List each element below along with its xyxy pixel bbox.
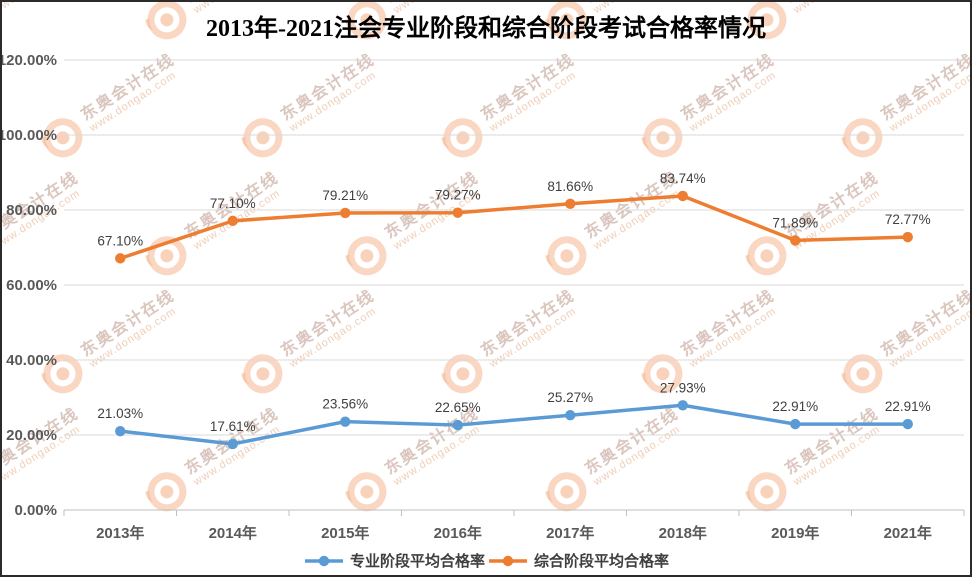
data-point — [452, 207, 463, 218]
data-point — [790, 418, 801, 430]
x-tick-label: 2018年 — [659, 524, 707, 542]
legend-item-comprehensive: 综合阶段平均合格率 — [487, 550, 669, 571]
x-tick-label: 2021年 — [884, 524, 932, 542]
x-tick-label: 2019年 — [771, 524, 819, 542]
data-label: 27.93% — [660, 380, 706, 395]
data-point — [115, 253, 126, 264]
series-line-comprehensive — [118, 194, 910, 261]
data-label: 72.77% — [885, 212, 931, 227]
data-label: 77.10% — [210, 196, 256, 211]
data-point — [115, 425, 126, 437]
chart-title: 2013年-2021注会专业阶段和综合阶段考试合格率情况 — [206, 16, 766, 42]
data-label: 22.91% — [772, 399, 818, 414]
data-label: 17.61% — [210, 419, 256, 434]
x-tick-label: 2015年 — [321, 524, 369, 542]
y-tick-label: 120.00% — [2, 52, 57, 69]
y-tick-label: 80.00% — [6, 202, 57, 219]
data-point — [227, 215, 238, 227]
data-point — [902, 418, 913, 430]
data-point — [790, 235, 801, 246]
data-label: 67.10% — [97, 233, 143, 248]
data-point — [340, 207, 351, 219]
x-tick-label: 2013年 — [96, 524, 144, 542]
legend-label: 专业阶段平均合格率 — [349, 553, 485, 570]
x-tick-label: 2014年 — [209, 524, 257, 542]
data-label: 79.27% — [435, 188, 481, 203]
data-label: 21.03% — [97, 406, 143, 421]
data-point — [565, 410, 576, 421]
y-tick-label: 40.00% — [6, 352, 57, 369]
data-label: 79.21% — [322, 188, 368, 203]
data-label: 83.74% — [660, 171, 706, 186]
data-label: 22.65% — [435, 400, 481, 415]
chart-legend: 专业阶段平均合格率 综合阶段平均合格率 — [2, 550, 970, 571]
y-tick-label: 60.00% — [6, 277, 57, 294]
data-label: 81.66% — [547, 179, 593, 194]
legend-marker-icon — [304, 555, 343, 566]
data-point — [340, 416, 351, 427]
data-point — [227, 438, 238, 450]
data-label: 23.56% — [322, 397, 368, 412]
data-label: 22.91% — [885, 399, 931, 414]
data-label: 25.27% — [547, 390, 593, 405]
data-point — [677, 400, 688, 411]
legend-marker-icon — [489, 555, 527, 566]
series-line-professional — [118, 403, 910, 446]
y-tick-label: 0.00% — [14, 502, 57, 519]
x-tick-label: 2016年 — [434, 524, 482, 542]
legend-item-professional: 专业阶段平均合格率 — [303, 550, 485, 571]
x-tick-label: 2017年 — [546, 524, 594, 542]
data-point — [452, 419, 463, 431]
y-tick-label: 100.00% — [2, 127, 57, 144]
legend-label: 综合阶段平均合格率 — [534, 553, 670, 570]
data-point — [565, 198, 576, 209]
y-tick-label: 20.00% — [6, 427, 57, 444]
data-label: 71.89% — [772, 215, 818, 230]
data-point — [902, 231, 913, 243]
data-point — [677, 190, 688, 202]
